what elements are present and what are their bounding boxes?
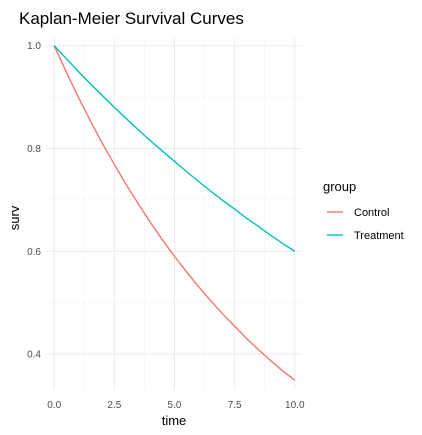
x-axis-ticks: 0.0 2.5 5.0 7.5 10.0 [47,400,305,411]
series-layer [53,45,296,381]
y-tick-label: 0.4 [27,350,41,361]
legend-items: Control Treatment [327,207,404,242]
series-line-control [53,45,296,381]
legend-label-control: Control [354,207,389,219]
y-axis-label: surv [7,205,22,230]
chart-title: Kaplan-Meier Survival Curves [19,9,244,28]
grid-layer [47,38,302,390]
x-tick-label: 5.0 [168,400,182,411]
x-tick-label: 2.5 [107,400,121,411]
y-tick-label: 0.6 [27,247,41,258]
x-tick-label: 10.0 [285,400,305,411]
series-line-treatment [53,45,296,252]
x-axis-label: time [162,413,187,428]
x-tick-label: 0.0 [47,400,61,411]
y-tick-label: 1.0 [27,41,41,52]
legend: group Control Treatment [323,179,404,242]
x-tick-label: 7.5 [228,400,242,411]
legend-label-treatment: Treatment [354,230,404,242]
y-tick-label: 0.8 [27,144,41,155]
y-axis-ticks: 0.4 0.6 0.8 1.0 [27,41,41,360]
legend-title: group [323,179,356,194]
